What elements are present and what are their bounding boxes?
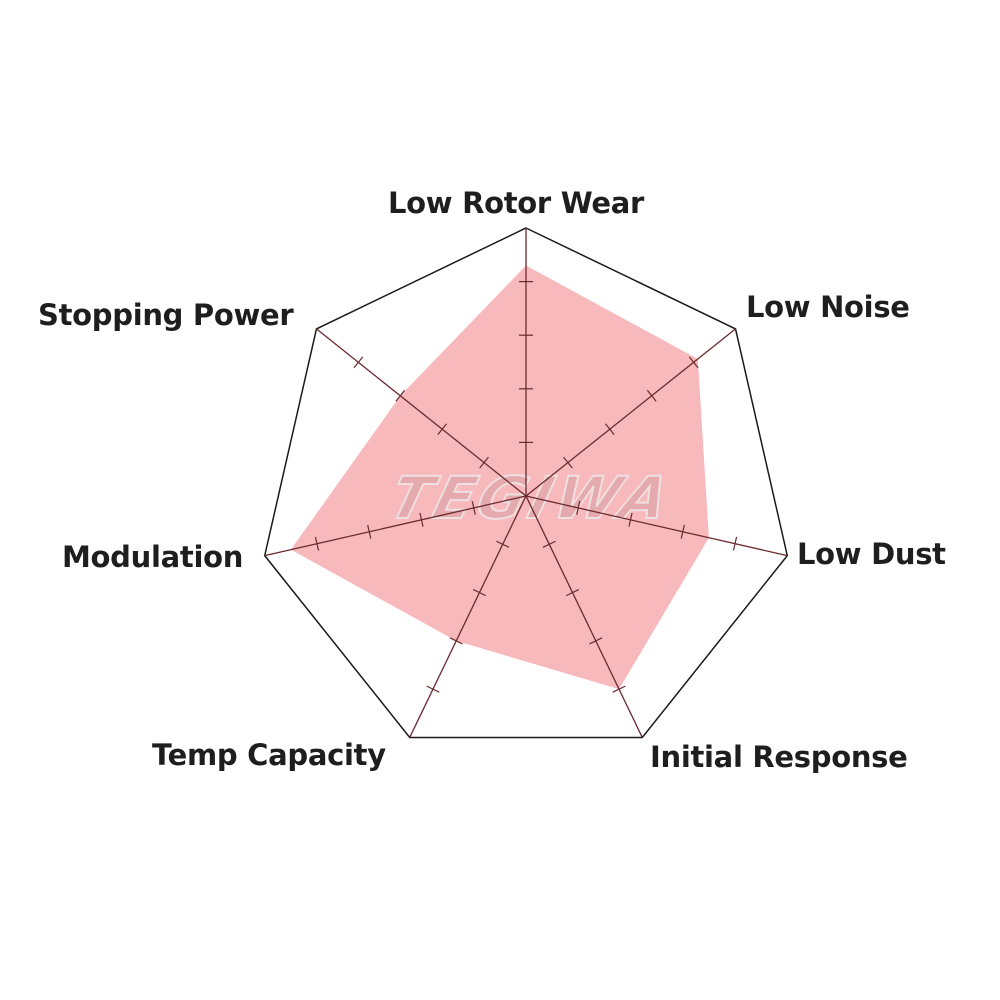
label-initial-response: Initial Response [650,740,908,774]
tick-mark [542,540,556,548]
axis-low-dust [525,495,788,557]
tick-mark [426,685,440,693]
axis-low-noise [525,328,736,497]
label-stopping-power: Stopping Power [38,298,294,332]
label-low-dust: Low Dust [797,537,946,571]
tick-mark [353,356,364,369]
axis-stopping-power [316,328,527,497]
label-low-noise: Low Noise [746,290,910,324]
tick-mark [576,500,581,515]
tick-mark [646,389,657,402]
label-low-rotor-wear: Low Rotor Wear [388,186,645,220]
tick-mark [589,637,603,645]
tick-mark [565,589,580,597]
label-modulation: Modulation [62,540,244,574]
series-area [290,265,709,690]
label-temp-capacity: Temp Capacity [152,738,386,772]
tick-mark [471,500,476,515]
radar-frame [263,227,789,739]
axis-modulation [264,495,527,557]
tick-mark [419,512,424,527]
tick-mark [604,423,615,436]
tick-mark [732,536,738,551]
tick-mark [680,524,685,539]
axis-initial-response [525,495,643,738]
tick-mark [563,456,573,469]
tick-mark [628,512,633,527]
tick-mark [496,540,510,548]
tick-mark [688,356,699,369]
tick-mark [314,536,320,551]
tick-mark [472,589,487,597]
tick-mark [367,524,372,539]
axis-temp-capacity [409,495,527,738]
tick-mark [479,456,489,469]
tick-mark [437,423,448,436]
